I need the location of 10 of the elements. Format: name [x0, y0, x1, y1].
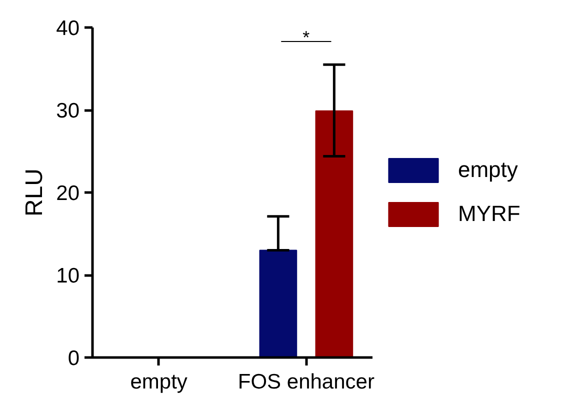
legend-label: empty	[458, 157, 518, 183]
x-tick-label: FOS enhancer	[238, 370, 374, 394]
y-tick-label: 0	[68, 347, 80, 370]
legend-label: MYRF	[458, 201, 520, 227]
y-tick-label: 30	[56, 100, 80, 122]
y-tick-label: 20	[56, 182, 80, 205]
annotation: *	[302, 28, 310, 48]
y-tick-label: 40	[56, 17, 80, 40]
y-tick-label: 10	[56, 264, 80, 288]
y-axis-title: RLU	[21, 168, 48, 217]
